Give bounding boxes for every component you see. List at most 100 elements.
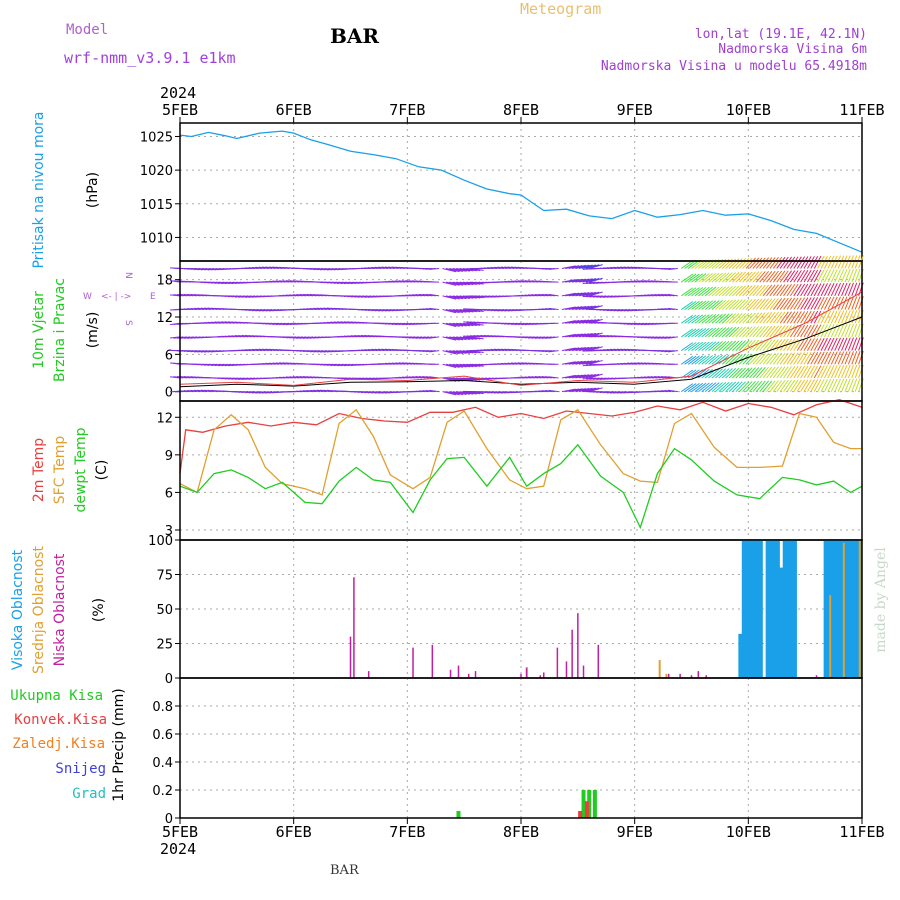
- wind-arrow: [282, 322, 293, 326]
- wind-arrow: [275, 322, 286, 326]
- wind-arrow: [258, 309, 269, 312]
- wind-arrow: [830, 378, 838, 392]
- wind-arrow: [824, 378, 832, 392]
- wind-arrow: [820, 283, 828, 297]
- wind-arrow: [578, 264, 593, 269]
- wind-arrow: [820, 296, 828, 310]
- wind-arrow: [769, 380, 779, 392]
- wind-arrow: [789, 297, 799, 310]
- wind-arrow: [854, 323, 861, 338]
- wind-arrow: [711, 354, 723, 365]
- wind-arrow: [807, 338, 815, 351]
- wind-arrow: [354, 335, 365, 338]
- wind-arrow: [667, 350, 678, 353]
- wind-arrow: [779, 297, 789, 310]
- wind-arrow: [725, 299, 737, 310]
- wind-arrow: [687, 273, 700, 283]
- wind-arrow: [378, 348, 389, 352]
- wind-arrow: [824, 365, 832, 379]
- wind-arrow: [193, 389, 204, 393]
- wind-arrow: [769, 284, 779, 297]
- wind-arrow: [783, 297, 792, 310]
- wind-arrow: [565, 306, 580, 311]
- wind-arrow: [841, 296, 848, 310]
- wind-arrow: [776, 338, 786, 351]
- wind-arrow: [442, 350, 457, 355]
- wind-arrow: [844, 337, 851, 351]
- wind-arrow: [398, 280, 409, 283]
- wind-arrow: [752, 339, 763, 351]
- wind-arrow: [783, 270, 792, 283]
- wind-arrow: [613, 391, 624, 394]
- wind-arrow: [565, 278, 580, 283]
- wind-arrow: [844, 255, 851, 269]
- wind-arrow: [759, 339, 770, 351]
- cloud-bar: [830, 540, 835, 678]
- wind-arrow: [401, 280, 412, 283]
- wind-arrow: [800, 379, 809, 392]
- wind-arrow: [824, 269, 832, 283]
- x-tick-label-top: 11FEB: [839, 101, 884, 119]
- wind-arrow: [803, 324, 812, 338]
- wind-arrow: [234, 377, 245, 380]
- wind-arrow: [323, 267, 334, 271]
- wind-arrow: [807, 324, 815, 338]
- cloud-bar: [775, 540, 780, 678]
- wind-arrow: [694, 286, 707, 297]
- wind-arrow: [783, 366, 792, 379]
- pressure-panel: 1010 1015 1020 1025: [140, 122, 863, 262]
- wind-arrow: [398, 322, 409, 326]
- wind-arrow: [548, 350, 559, 353]
- wind-arrow: [745, 257, 756, 269]
- wind-arrow: [654, 293, 665, 297]
- cloud-bar: [457, 665, 460, 678]
- wind-arrow: [796, 297, 806, 310]
- wind-arrow: [449, 295, 464, 300]
- model-altitude-label: Nadmorska Visina u modelu 65.4918m: [601, 59, 867, 74]
- wind-arrow: [810, 269, 819, 283]
- wind-arrow: [384, 266, 395, 269]
- wind-arrow: [395, 362, 406, 365]
- wind-arrow: [745, 285, 756, 297]
- wind-arrow: [320, 267, 331, 271]
- cloud-ylabel-high: Visoka Oblacnost: [10, 549, 26, 670]
- wind-arrow: [548, 376, 559, 379]
- wind-arrow: [200, 267, 211, 271]
- wind-arrow: [755, 284, 766, 297]
- wind-arrow: [442, 336, 457, 341]
- wind-arrow: [561, 388, 576, 393]
- wind-arrow: [238, 377, 249, 380]
- wind-arrow: [575, 264, 590, 269]
- wind-arrow: [449, 391, 464, 396]
- wind-arrow: [752, 367, 763, 379]
- wind-arrow: [572, 319, 586, 324]
- wind-arrow: [844, 282, 851, 297]
- wind-arrow: [197, 389, 208, 393]
- x-tick-label-top: 5FEB: [162, 101, 198, 119]
- wind-arrow: [793, 256, 802, 269]
- wind-arrow: [742, 285, 753, 297]
- wind-arrow: [456, 377, 471, 382]
- wind-arrow: [582, 291, 597, 297]
- cloud-bar: [741, 540, 746, 678]
- wind-arrow: [735, 326, 746, 338]
- wind-arrow: [807, 269, 815, 283]
- wind-arrow: [813, 351, 822, 365]
- wind-arrow: [793, 297, 802, 310]
- wind-arrow: [504, 266, 515, 269]
- cloud-bar: [837, 540, 842, 678]
- wind-arrow: [725, 340, 737, 351]
- wind-arrow: [789, 270, 799, 283]
- wind-arrow: [613, 309, 624, 312]
- wind-arrow: [738, 326, 750, 338]
- wind-arrow: [735, 340, 746, 351]
- wind-arrow: [769, 257, 779, 269]
- wind-arrow: [374, 309, 385, 312]
- panel-frame: [179, 677, 863, 819]
- wind-arrow: [721, 272, 733, 283]
- wind-arrow: [721, 368, 733, 379]
- wind-arrow: [589, 373, 603, 379]
- y-tick-label: 50: [156, 603, 173, 618]
- wind-arrow: [251, 391, 262, 394]
- wind-arrow: [789, 366, 799, 379]
